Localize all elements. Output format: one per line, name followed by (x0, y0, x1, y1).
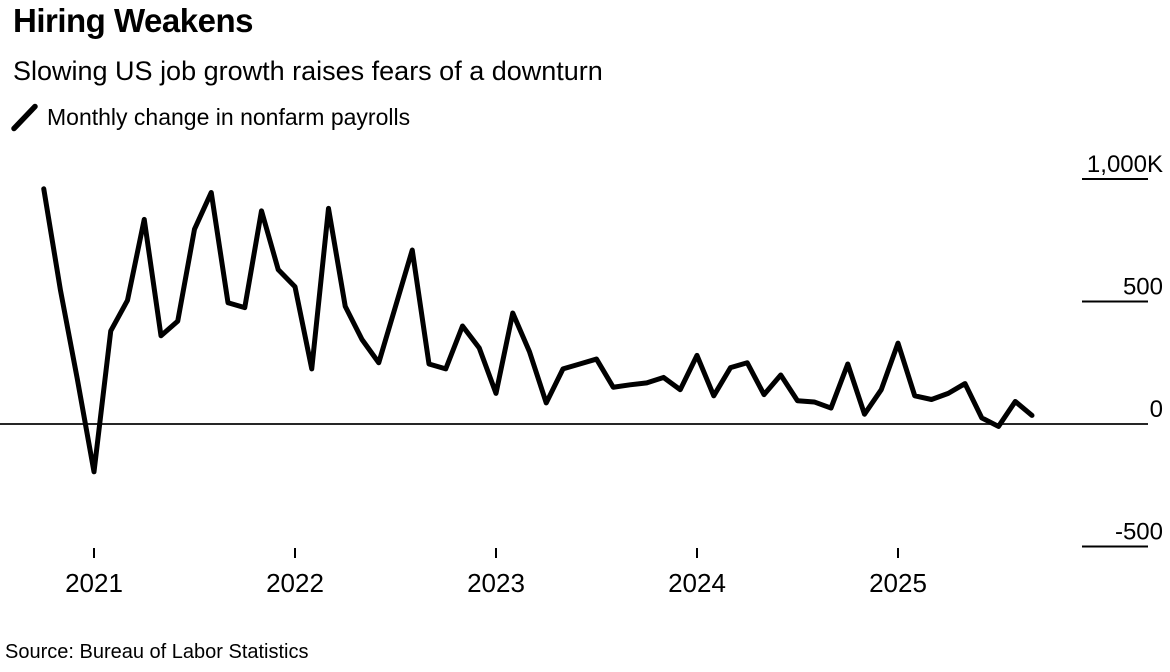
x-axis-label: 2023 (467, 568, 525, 598)
payrolls-line-series (41, 186, 1035, 475)
y-axis-label: 0 (1150, 396, 1163, 423)
legend: Monthly change in nonfarm payrolls (11, 103, 410, 132)
chart-subtitle: Slowing US job growth raises fears of a … (13, 56, 603, 86)
chart-title: Hiring Weakens (13, 2, 253, 39)
y-axis-label: 500 (1123, 274, 1163, 301)
y-axis-label: -500 (1115, 519, 1163, 546)
x-axis-label: 2022 (266, 568, 324, 598)
x-axis-label: 2024 (668, 568, 726, 598)
y-axis-label: 1,000K (1087, 151, 1163, 178)
x-axis-label: 2021 (65, 568, 123, 598)
legend-label: Monthly change in nonfarm payrolls (47, 104, 411, 130)
source-note: Source: Bureau of Labor Statistics (5, 641, 309, 663)
line-swatch-icon (11, 103, 38, 132)
x-axis-label: 2025 (869, 568, 927, 598)
line-chart-plot: 1,000K 500 0 -500 2021 2022 2023 2024 2025 (0, 151, 1163, 598)
